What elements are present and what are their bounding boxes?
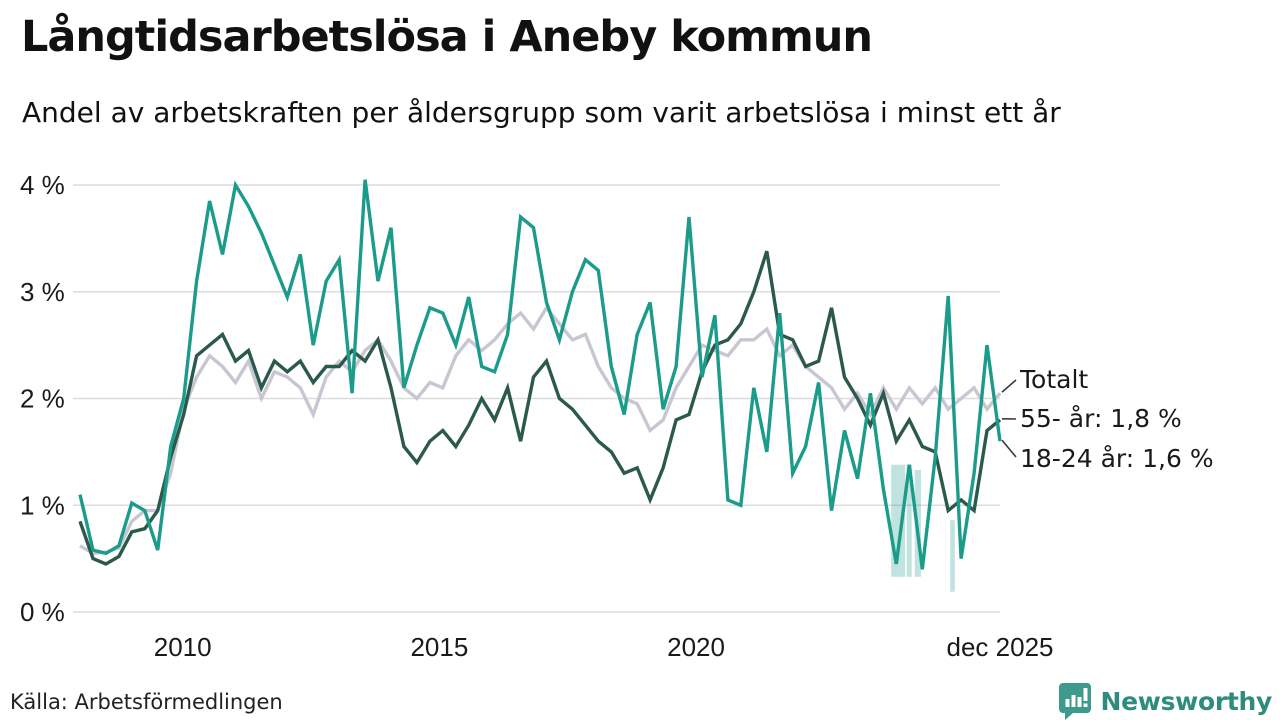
page-title: Långtidsarbetslösa i Aneby kommun bbox=[21, 12, 873, 62]
annotation-connector bbox=[1001, 379, 1017, 393]
x-axis-labels: 2010 2015 2020 dec 2025 bbox=[154, 632, 1054, 662]
newsworthy-brand[interactable]: Newsworthy bbox=[1058, 682, 1273, 720]
series-line-18-24-r bbox=[78, 179, 1002, 570]
source-note: Källa: Arbetsförmedlingen bbox=[10, 690, 283, 714]
newsworthy-logo-icon bbox=[1058, 682, 1092, 720]
low-sample-bar bbox=[906, 464, 912, 577]
series-line-55-r bbox=[78, 250, 1002, 566]
y-tick-label: 4 % bbox=[20, 170, 65, 200]
series-line-totalt bbox=[79, 304, 1002, 556]
y-tick-label: 3 % bbox=[20, 277, 65, 307]
low-sample-bar bbox=[950, 520, 955, 592]
newsworthy-wordmark: Newsworthy bbox=[1100, 686, 1273, 716]
y-tick-label: 0 % bbox=[20, 597, 65, 627]
series-label-18-24: 18-24 år: 1,6 % bbox=[1020, 444, 1214, 473]
series-lines-layer bbox=[78, 179, 1002, 570]
annotation-connectors bbox=[1001, 379, 1017, 458]
series-label-totalt: Totalt bbox=[1020, 365, 1089, 394]
x-tick-label: 2015 bbox=[410, 632, 468, 662]
x-tick-label: 2020 bbox=[667, 632, 725, 662]
page-subtitle: Andel av arbetskraften per åldersgrupp s… bbox=[22, 96, 1061, 129]
x-tick-label: dec 2025 bbox=[947, 632, 1054, 662]
y-axis-labels: 0 % 1 % 2 % 3 % 4 % bbox=[20, 170, 65, 627]
x-tick-label: 2010 bbox=[154, 632, 212, 662]
annotation-connector bbox=[1001, 439, 1017, 458]
y-tick-label: 2 % bbox=[20, 384, 65, 414]
grid-layer bbox=[73, 184, 1000, 613]
series-label-55-plus: 55- år: 1,8 % bbox=[1020, 404, 1182, 433]
y-tick-label: 1 % bbox=[20, 490, 65, 520]
